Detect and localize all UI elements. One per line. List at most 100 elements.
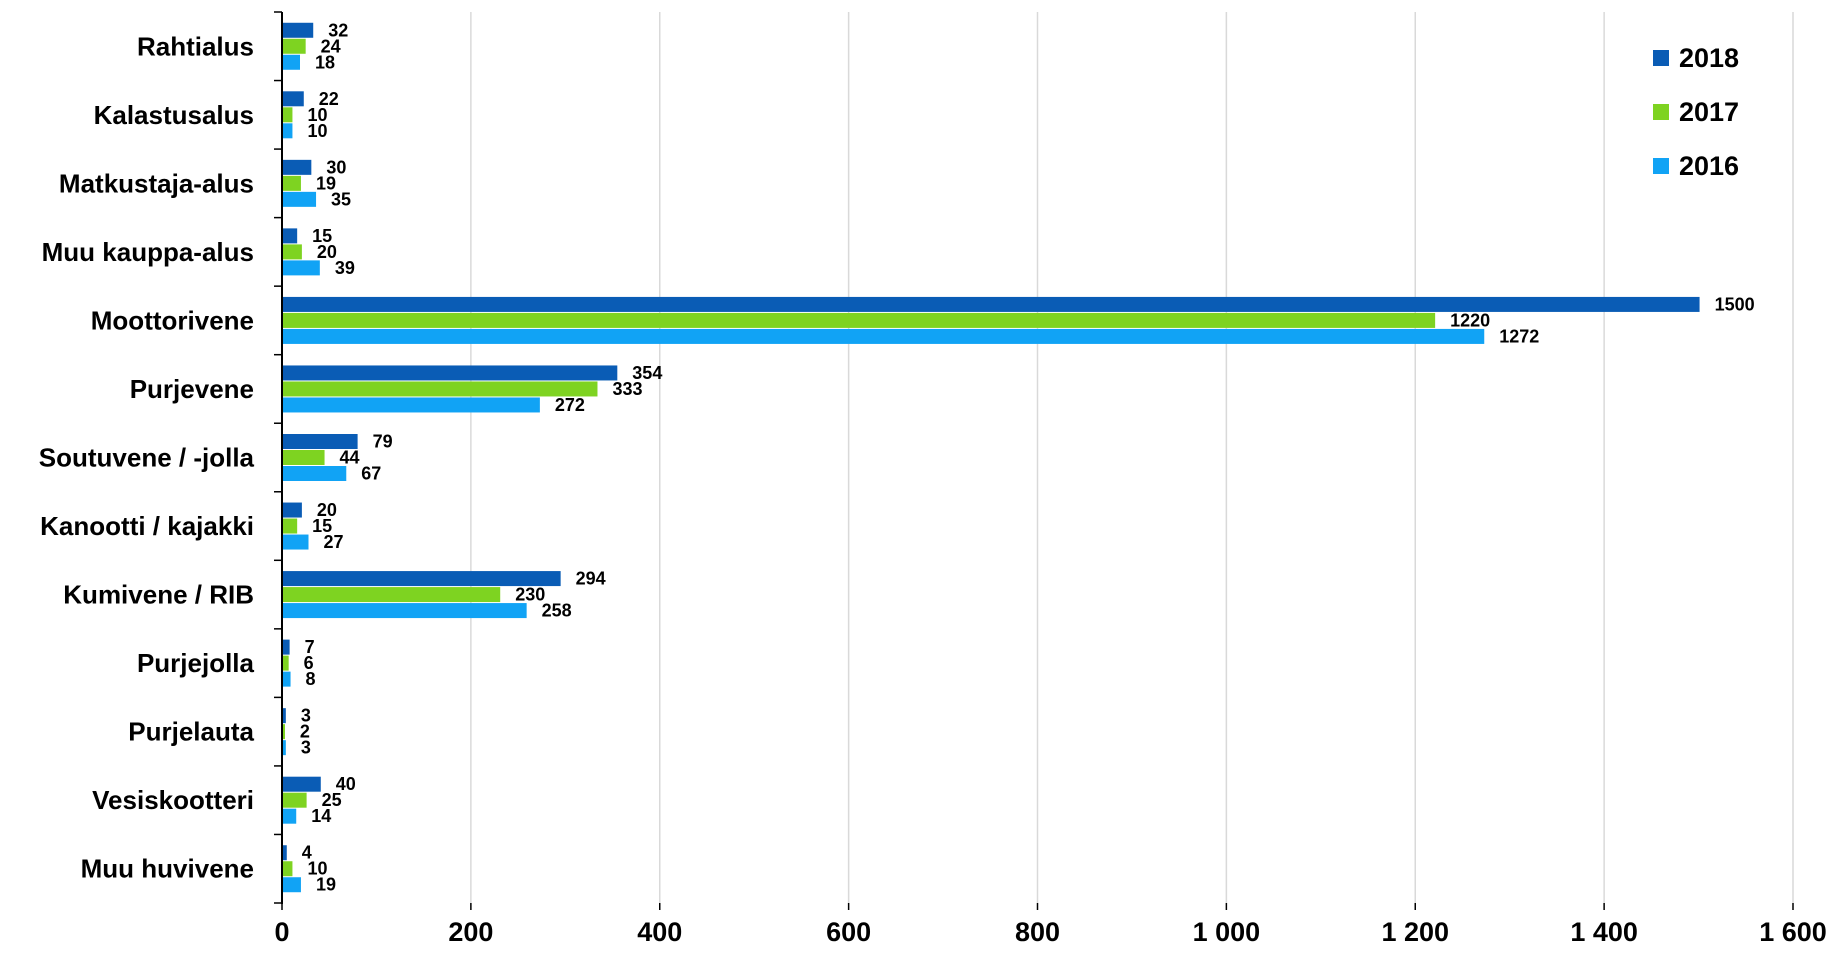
bar-2016 bbox=[283, 740, 286, 756]
data-label: 20 bbox=[317, 500, 337, 520]
bar-2018 bbox=[283, 159, 312, 175]
data-label: 354 bbox=[632, 363, 662, 383]
data-label: 294 bbox=[576, 569, 606, 589]
bar-2017 bbox=[283, 450, 325, 465]
category-label: Vesiskootteri bbox=[92, 785, 254, 815]
data-label: 7 bbox=[305, 637, 315, 657]
data-label: 10 bbox=[307, 105, 327, 125]
data-label: 44 bbox=[340, 448, 360, 468]
x-tick-label: 600 bbox=[826, 917, 871, 947]
x-tick-label: 1 600 bbox=[1759, 917, 1827, 947]
data-label: 15 bbox=[312, 516, 332, 536]
legend: 2018 2017 2016 bbox=[1653, 43, 1739, 181]
data-label: 15 bbox=[312, 226, 332, 246]
bar-2017 bbox=[283, 861, 293, 877]
bar-2018 bbox=[283, 296, 1700, 312]
legend-swatch-2018 bbox=[1653, 50, 1669, 66]
data-label: 22 bbox=[319, 89, 339, 109]
bars bbox=[283, 22, 1700, 893]
data-label: 27 bbox=[323, 532, 343, 552]
data-label: 6 bbox=[304, 653, 314, 673]
bar-2018 bbox=[283, 434, 358, 449]
x-tick-label: 1 200 bbox=[1381, 917, 1449, 947]
category-label: Kalastusalus bbox=[94, 100, 254, 130]
axes bbox=[274, 11, 1794, 910]
legend-swatch-2016 bbox=[1653, 158, 1669, 174]
bar-2017 bbox=[283, 655, 289, 671]
legend-label-2018: 2018 bbox=[1679, 43, 1739, 73]
bar-2017 bbox=[283, 724, 285, 740]
category-label: Soutuvene / -jolla bbox=[39, 443, 255, 473]
data-label: 4 bbox=[302, 843, 312, 863]
bar-2018 bbox=[283, 639, 290, 655]
data-label: 10 bbox=[307, 121, 327, 141]
data-label: 3 bbox=[301, 738, 311, 758]
bar-2016 bbox=[283, 877, 301, 893]
labels: 0 200 400 600 800 1 000 1 200 1 400 1 600 Rahtial… bbox=[39, 20, 1827, 947]
legend-swatch-2017 bbox=[1653, 104, 1669, 120]
data-label: 3 bbox=[301, 706, 311, 726]
data-label: 24 bbox=[321, 36, 341, 56]
bar-2018 bbox=[283, 571, 561, 587]
data-label: 333 bbox=[612, 379, 642, 399]
data-label: 25 bbox=[322, 790, 342, 810]
bar-2017 bbox=[283, 381, 598, 397]
bar-2018 bbox=[283, 776, 321, 792]
data-label: 230 bbox=[515, 585, 545, 605]
bar-2016 bbox=[283, 397, 540, 413]
category-label: Muu kauppa-alus bbox=[42, 237, 254, 267]
data-label: 67 bbox=[361, 464, 381, 484]
data-label: 272 bbox=[555, 395, 585, 415]
category-label: Purjevene bbox=[130, 374, 254, 404]
data-label: 2 bbox=[300, 722, 310, 742]
data-label: 79 bbox=[373, 432, 393, 452]
bar-2018 bbox=[283, 502, 302, 518]
bar-2018 bbox=[283, 365, 618, 381]
category-label: Muu huvivene bbox=[81, 854, 254, 884]
category-label: Purjelauta bbox=[128, 717, 254, 747]
x-tick-label: 0 bbox=[274, 917, 289, 947]
bar-2016 bbox=[283, 671, 291, 687]
x-tick-label: 400 bbox=[637, 917, 682, 947]
category-label: Kanootti / kajakki bbox=[40, 511, 254, 541]
legend-label-2017: 2017 bbox=[1679, 97, 1739, 127]
data-label: 8 bbox=[306, 669, 316, 689]
category-label: Kumivene / RIB bbox=[63, 580, 254, 610]
bar-2016 bbox=[283, 808, 297, 824]
bar-2018 bbox=[283, 228, 298, 244]
bar-2018 bbox=[283, 22, 314, 38]
bar-2017 bbox=[283, 107, 293, 123]
bar-2016 bbox=[283, 603, 527, 619]
data-label: 1272 bbox=[1499, 326, 1539, 346]
data-label: 30 bbox=[326, 157, 346, 177]
data-label: 19 bbox=[316, 173, 336, 193]
bar-2018 bbox=[283, 845, 287, 861]
bar-2016 bbox=[283, 328, 1485, 344]
data-label: 20 bbox=[317, 242, 337, 262]
bar-2016 bbox=[283, 54, 300, 70]
x-tick-label: 800 bbox=[1015, 917, 1060, 947]
bar-2017 bbox=[283, 38, 306, 54]
data-label: 10 bbox=[307, 859, 327, 879]
legend-label-2016: 2016 bbox=[1679, 151, 1739, 181]
bar-2017 bbox=[283, 244, 302, 260]
data-label: 32 bbox=[328, 20, 348, 40]
bar-2016 bbox=[283, 534, 309, 550]
bar-2017 bbox=[283, 175, 301, 191]
bar-2017 bbox=[283, 792, 307, 808]
category-label: Moottorivene bbox=[91, 305, 254, 335]
gridlines bbox=[470, 12, 1794, 903]
data-label: 39 bbox=[335, 258, 355, 278]
data-label: 40 bbox=[336, 774, 356, 794]
category-label: Matkustaja-alus bbox=[59, 168, 254, 198]
bar-2018 bbox=[283, 91, 304, 107]
bar-2018 bbox=[283, 708, 286, 724]
category-label: Purjejolla bbox=[137, 648, 255, 678]
x-tick-label: 1 400 bbox=[1570, 917, 1638, 947]
bar-2016 bbox=[283, 466, 347, 481]
data-label: 14 bbox=[311, 806, 331, 826]
bar-2016 bbox=[283, 260, 320, 276]
x-tick-label: 1 000 bbox=[1193, 917, 1261, 947]
data-label: 1220 bbox=[1450, 310, 1490, 330]
